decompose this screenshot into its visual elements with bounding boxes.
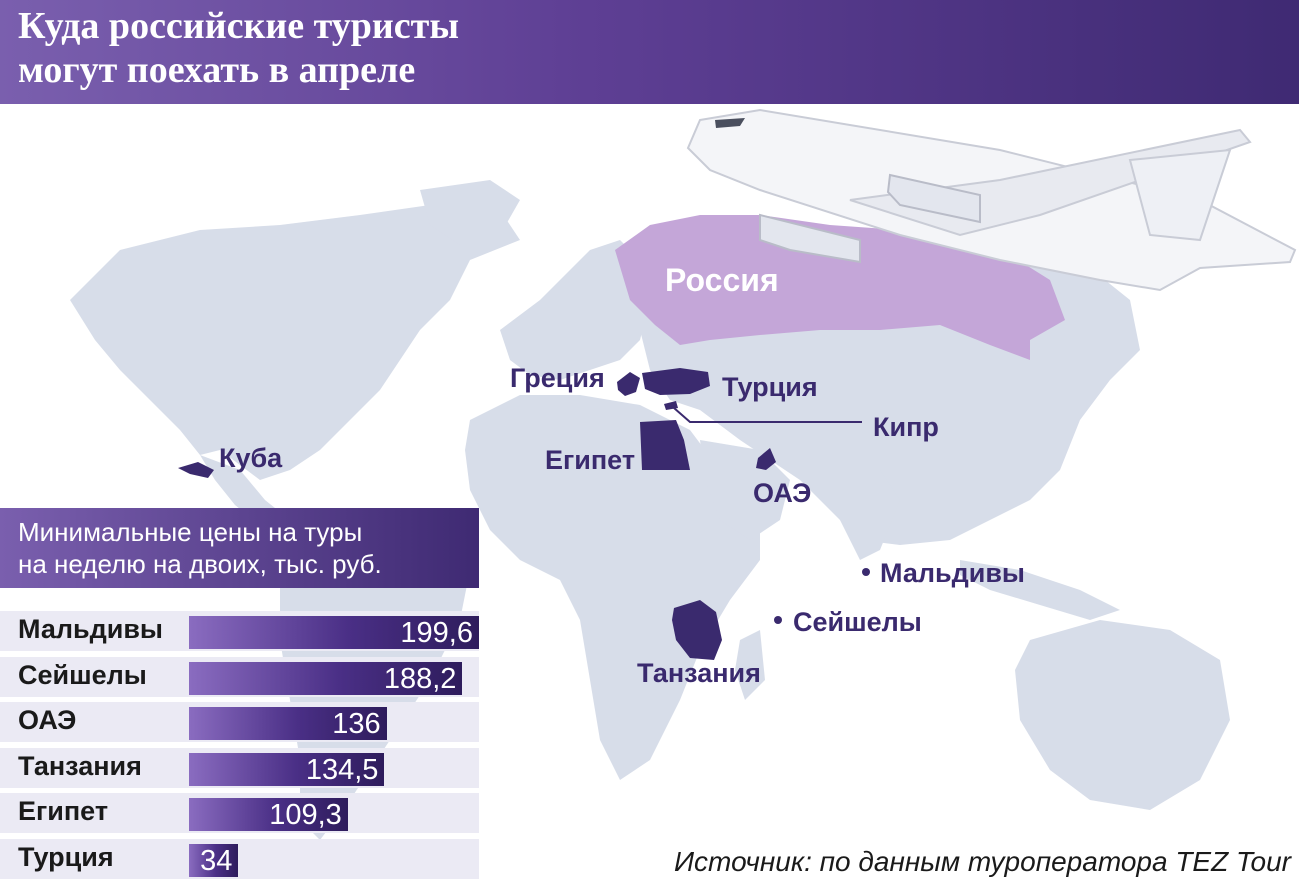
uae-shape bbox=[756, 448, 776, 470]
bar-category-label: Мальдивы bbox=[18, 614, 163, 644]
australia-land bbox=[1015, 620, 1230, 810]
greenland-land bbox=[420, 180, 520, 245]
label-cuba: Куба bbox=[219, 443, 283, 473]
africa-land bbox=[465, 395, 760, 780]
bar-category-label: ОАЭ bbox=[18, 705, 77, 735]
airplane-illustration bbox=[686, 108, 1297, 292]
north-america-land bbox=[70, 205, 520, 480]
bar-category-label: Египет bbox=[18, 796, 109, 826]
label-greece: Греция bbox=[510, 363, 605, 393]
cuba-shape bbox=[178, 462, 214, 478]
header-banner: Куда российские туристы могут поехать в … bbox=[0, 0, 1299, 104]
russia-highlight bbox=[615, 215, 1065, 360]
chart-title-panel: Минимальные цены на туры на неделю на дв… bbox=[0, 508, 479, 588]
label-tanzania: Танзания bbox=[637, 658, 761, 688]
label-turkey: Турция bbox=[722, 372, 818, 402]
bar: 199,6 bbox=[189, 616, 479, 649]
chart-title-line-2: на неделю на двоих, тыс. руб. bbox=[18, 549, 382, 579]
greece-shape bbox=[617, 372, 640, 396]
bar-value-label: 188,2 bbox=[383, 662, 457, 695]
bar: 136 bbox=[189, 707, 387, 740]
bar: 109,3 bbox=[189, 798, 348, 831]
bar-value-label: 134,5 bbox=[305, 753, 379, 786]
turkey-shape bbox=[642, 368, 710, 395]
source-note: Источник: по данным туроператора TEZ Tou… bbox=[674, 846, 1291, 877]
chart-title-line-1: Минимальные цены на туры bbox=[18, 517, 363, 547]
bar-row: Танзания 134,5 bbox=[0, 747, 479, 788]
indonesia-land bbox=[960, 560, 1120, 620]
bar-value-label: 199,6 bbox=[400, 617, 473, 649]
label-uae: ОАЭ bbox=[753, 478, 811, 508]
seychelles-dot bbox=[774, 616, 782, 624]
egypt-shape bbox=[640, 420, 690, 470]
bar-row: ОАЭ 136 bbox=[0, 702, 479, 742]
page-title: Куда российские туристы могут поехать в … bbox=[18, 4, 459, 92]
bar-row: Египет 109,3 bbox=[0, 793, 479, 833]
cyprus-leader-line bbox=[673, 407, 862, 423]
bar-value-label: 34 bbox=[200, 844, 233, 877]
bar-category-label: Танзания bbox=[18, 750, 142, 781]
bar: 188,2 bbox=[189, 661, 463, 695]
label-seychelles: Сейшелы bbox=[793, 607, 922, 637]
india-land bbox=[830, 470, 900, 560]
label-russia: Россия bbox=[665, 262, 779, 298]
bar: 134,5 bbox=[189, 752, 385, 786]
title-line-2: могут поехать в апреле bbox=[18, 49, 416, 91]
bar-category-label: Турция bbox=[18, 841, 114, 872]
bar-category-label: Сейшелы bbox=[18, 659, 147, 690]
maldives-dot bbox=[862, 568, 870, 576]
label-cyprus: Кипр bbox=[873, 412, 939, 442]
europe-land bbox=[500, 240, 650, 380]
madagascar-land bbox=[735, 630, 765, 700]
label-egypt: Египет bbox=[545, 445, 635, 475]
tanzania-shape bbox=[672, 600, 722, 660]
bar-row: Турция 34 bbox=[0, 838, 479, 879]
bar-row: Сейшелы 188,2 bbox=[0, 656, 479, 697]
bar-row: Мальдивы 199,6 bbox=[0, 611, 479, 651]
bar-value-label: 109,3 bbox=[269, 799, 342, 831]
label-maldives: Мальдивы bbox=[880, 558, 1025, 588]
bar-value-label: 136 bbox=[332, 708, 381, 740]
title-line-1: Куда российские туристы bbox=[18, 5, 460, 47]
bar: 34 bbox=[189, 843, 239, 877]
